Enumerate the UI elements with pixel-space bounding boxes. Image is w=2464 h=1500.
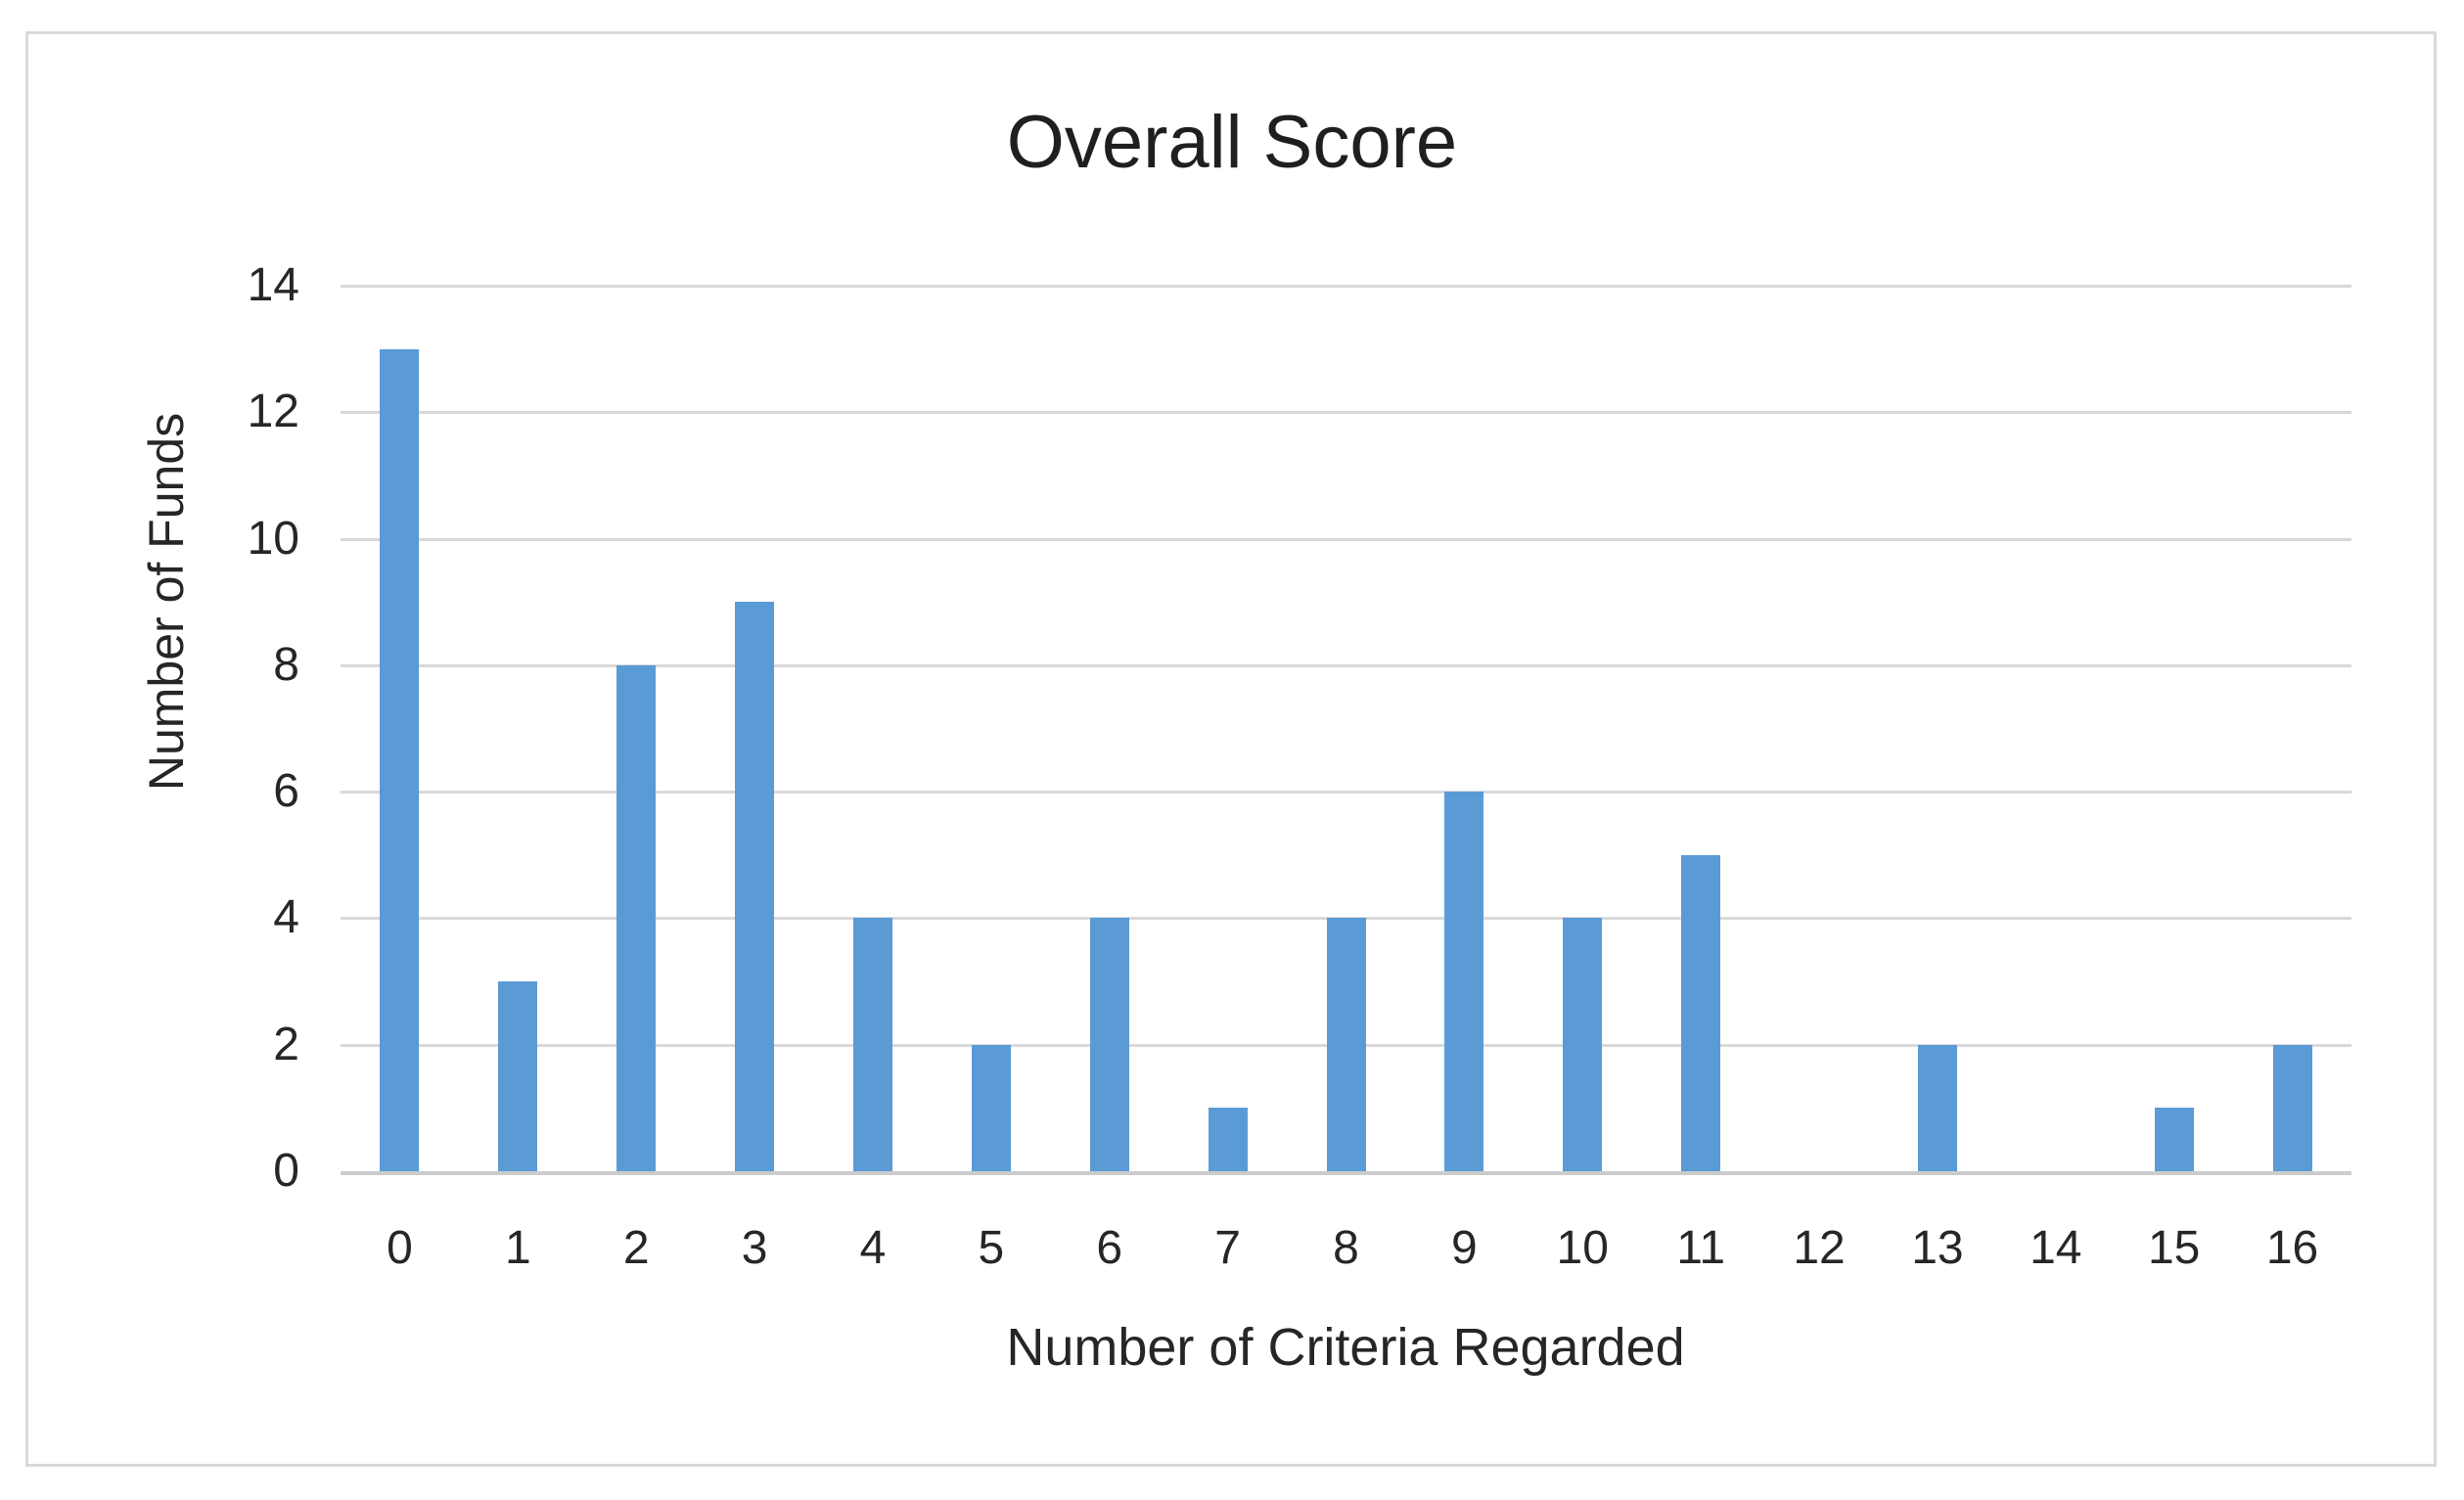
horizontal-gridline [341, 791, 2351, 795]
bar-3 [735, 602, 775, 1171]
x-tick-label: 12 [1793, 1222, 1846, 1274]
x-tick-label: 6 [1096, 1222, 1123, 1274]
y-tick-label: 4 [273, 891, 299, 944]
x-tick-label: 5 [978, 1222, 1005, 1274]
x-tick-label: 4 [859, 1222, 887, 1274]
bar-0 [380, 348, 420, 1171]
x-tick-label: 0 [387, 1222, 413, 1274]
horizontal-gridline [341, 285, 2351, 288]
x-tick-label: 1 [504, 1222, 531, 1274]
x-tick-label: 7 [1214, 1222, 1241, 1274]
x-tick-label: 8 [1333, 1222, 1359, 1274]
bar-11 [1681, 854, 1721, 1171]
x-axis-line [341, 1171, 2351, 1175]
horizontal-gridline [341, 537, 2351, 541]
bar-2 [616, 664, 657, 1171]
x-tick-label: 10 [1556, 1222, 1609, 1274]
bar-15 [2154, 1108, 2194, 1171]
x-tick-label: 3 [741, 1222, 768, 1274]
x-axis-title: Number of Criteria Regarded [1006, 1318, 1685, 1377]
y-tick-label: 0 [273, 1145, 299, 1197]
bar-1 [498, 981, 538, 1171]
bar-10 [1563, 918, 1603, 1171]
x-tick-label: 9 [1451, 1222, 1478, 1274]
bar-9 [1444, 792, 1484, 1171]
y-tick-label: 14 [247, 259, 299, 311]
bar-8 [1326, 918, 1366, 1171]
bar-5 [971, 1044, 1011, 1171]
bar-13 [1917, 1044, 1957, 1171]
bar-4 [852, 918, 892, 1171]
x-tick-label: 14 [2030, 1222, 2082, 1274]
y-axis-title: Number of Funds [139, 412, 194, 792]
horizontal-gridline [341, 411, 2351, 415]
bar-16 [2272, 1044, 2312, 1171]
y-tick-label: 2 [273, 1018, 299, 1070]
x-tick-label: 13 [1911, 1222, 1964, 1274]
chart-title: Overall Score [1006, 101, 1458, 184]
y-tick-label: 10 [247, 512, 299, 565]
y-tick-label: 8 [273, 638, 299, 691]
y-tick-label: 12 [247, 386, 299, 438]
bar-7 [1208, 1108, 1248, 1171]
bar-6 [1089, 918, 1129, 1171]
x-tick-label: 11 [1676, 1222, 1726, 1274]
chart-frame [25, 31, 2437, 1467]
x-tick-label: 2 [622, 1222, 650, 1274]
y-tick-label: 6 [273, 765, 299, 818]
x-tick-label: 15 [2147, 1222, 2201, 1274]
x-tick-label: 16 [2265, 1222, 2319, 1274]
horizontal-gridline [341, 663, 2351, 667]
